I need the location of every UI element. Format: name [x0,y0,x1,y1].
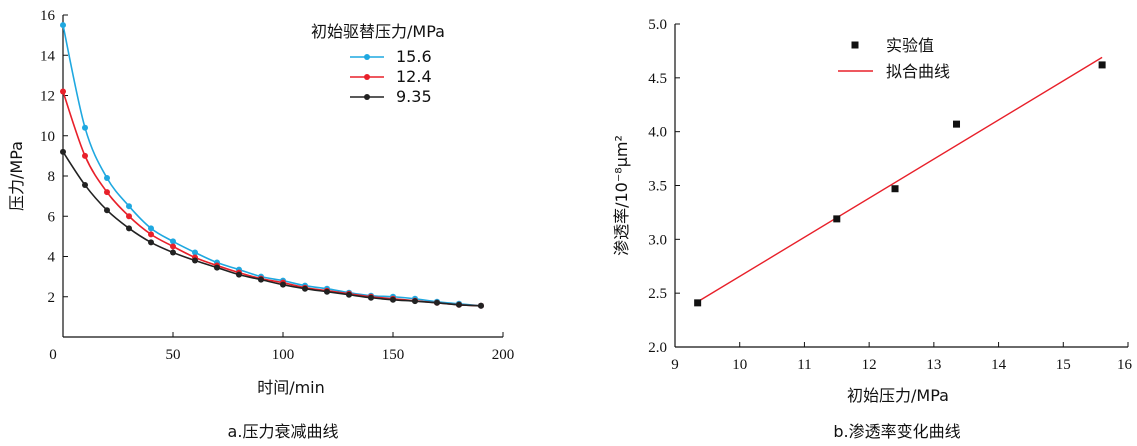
legend-label: 实验值 [886,36,934,55]
legend-marker [851,41,859,49]
data-point [192,257,198,264]
data-point [192,249,198,256]
y-tick-label-b: 4.5 [648,71,667,87]
data-point [60,148,66,155]
data-point [82,182,88,189]
caption-b: b.渗透率变化曲线 [833,422,960,441]
y-axis-label-b: 渗透率/10⁻⁸μm² [612,135,631,256]
y-tick-label-a: 10 [40,129,55,145]
y-tick-label-b: 3.5 [648,179,667,195]
y-axis-label-a: 压力/MPa [7,141,26,211]
data-point [236,271,242,278]
data-point [148,239,154,246]
data-point [126,203,132,210]
y-tick-label-b: 2.5 [648,286,667,302]
x-tick-label-b: 15 [1056,357,1071,373]
x-axis-label-b: 初始压力/MPa [847,386,949,405]
data-point [126,213,132,220]
x-tick-label-b: 11 [797,357,811,373]
y-tick-label-b: 2.0 [648,340,667,356]
y-tick-label-a: 4 [48,250,56,266]
x-tick-label-b: 13 [926,357,941,373]
data-point [953,120,961,128]
x-tick-label-b: 9 [671,357,679,373]
data-point [412,298,418,305]
legend-label: 拟合曲线 [886,62,950,81]
data-point [60,22,66,29]
x-tick-label-b: 10 [732,357,747,373]
data-point [82,124,88,131]
data-point [891,185,899,193]
data-point [82,152,88,159]
data-point [170,238,176,245]
y-tick-label-b: 3.0 [648,232,667,248]
data-point [104,207,110,214]
data-point [104,189,110,196]
data-point [434,299,440,306]
data-point [368,294,374,301]
x-tick-label-a: 0 [49,347,57,363]
x-tick-label-a: 100 [272,347,295,363]
data-point [833,215,841,223]
data-point [694,299,702,307]
data-point [346,291,352,298]
legend-marker [364,74,370,80]
x-tick-label-a: 50 [166,347,181,363]
legend-label: 15.6 [396,47,432,66]
data-point [148,231,154,238]
x-tick-label-b: 12 [862,357,877,373]
y-tick-label-a: 16 [40,8,56,24]
x-tick-label-a: 150 [382,347,405,363]
legend-title-a: 初始驱替压力/MPa [311,22,445,41]
data-point [280,281,286,288]
fit-line [697,56,1103,303]
series-line-9.35 [62,151,482,307]
y-tick-label-a: 12 [40,89,55,105]
data-point [214,264,220,271]
data-point [302,285,308,292]
series-line-12.4 [62,91,482,307]
chart-a: 16 2 4 6 8 10 12 14 0 50 100 150 200 时间/min 压力/MPa a.压力… [7,8,514,441]
y-tick-label-a: 2 [48,290,56,306]
data-point [324,288,330,295]
y-tick-label-a: 8 [48,169,56,185]
data-point [60,88,66,95]
data-point [170,243,176,250]
y-tick-label-b: 4.0 [648,125,667,141]
legend-marker [364,94,370,100]
legend-label: 12.4 [396,67,432,86]
legend-marker [364,54,370,60]
x-tick-label-b: 16 [1117,357,1133,373]
x-tick-label-a: 200 [492,347,515,363]
chart-b: 2.0 2.5 3.0 3.5 4.0 4.5 5.0 9 10 11 12 13 14 15 16 初始压力… [612,17,1133,441]
y-tick-label-a: 14 [40,48,56,64]
data-point [456,301,462,308]
data-point [478,302,484,309]
data-point [104,175,110,182]
data-point [390,296,396,303]
y-tick-label-b: 5.0 [648,17,667,33]
y-tick-label-a: 6 [48,209,56,225]
data-point [170,249,176,256]
data-point [126,225,132,232]
data-point [1098,61,1106,69]
x-tick-label-b: 14 [991,357,1007,373]
legend-label: 9.35 [396,87,432,106]
data-point [258,276,264,283]
data-point [148,225,154,232]
caption-a: a.压力衰减曲线 [228,422,339,441]
x-axis-label-a: 时间/min [257,378,325,397]
